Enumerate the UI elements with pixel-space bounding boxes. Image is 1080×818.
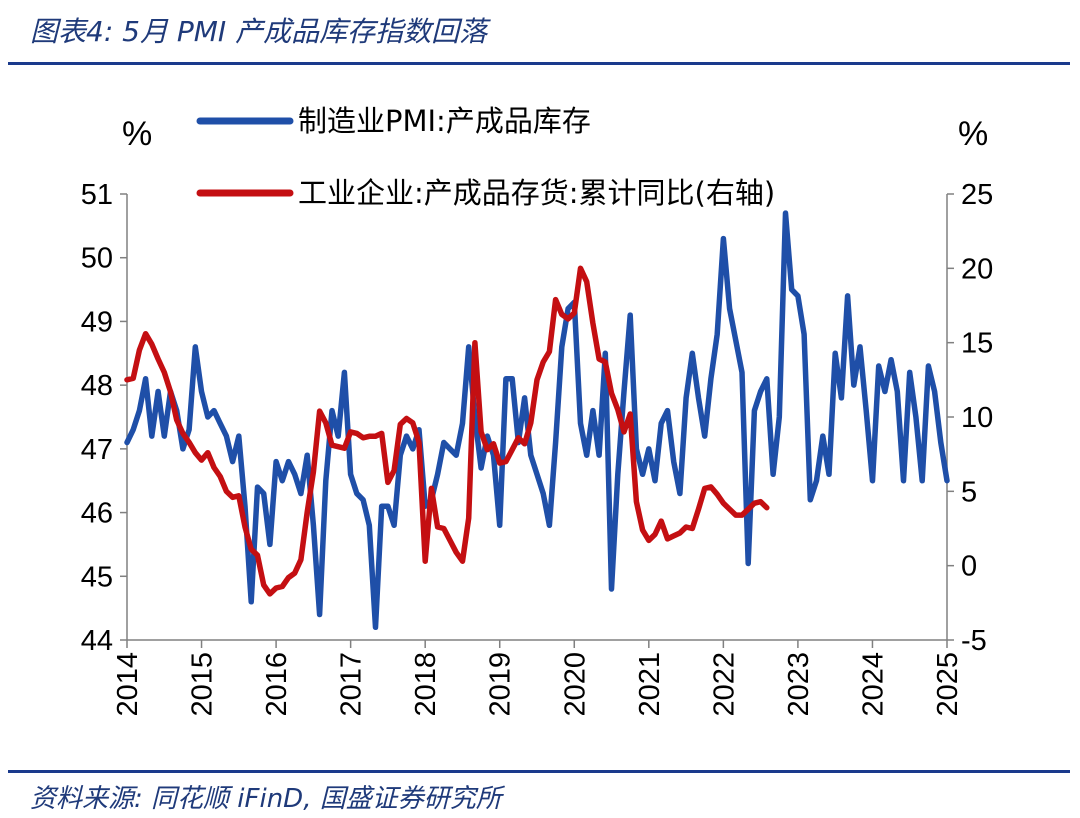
left-tick-label: 49	[81, 306, 113, 338]
source-note: 资料来源: 同花顺 iFinD, 国盛证券研究所	[30, 784, 502, 814]
x-tick-label: 2018	[410, 652, 442, 717]
x-tick-label: 2017	[336, 652, 368, 717]
left-tick-label: 51	[81, 179, 113, 211]
x-tick-label: 2021	[634, 652, 666, 717]
right-tick-label: 15	[961, 328, 993, 360]
x-tick-label: 2025	[932, 652, 964, 717]
right-tick-label: 5	[961, 476, 977, 508]
right-tick-label: 10	[961, 402, 993, 434]
x-tick-label: 2020	[559, 652, 591, 717]
x-tick-label: 2015	[187, 652, 219, 717]
x-tick-label: 2016	[261, 652, 293, 717]
x-tick-label: 2014	[112, 652, 144, 717]
left-tick-label: 50	[81, 243, 113, 275]
left-tick-label: 47	[81, 434, 113, 466]
left-axis-unit: %	[122, 115, 152, 153]
series-layer	[124, 210, 950, 631]
right-tick-label: 25	[961, 179, 993, 211]
x-tick-label: 2023	[783, 652, 815, 717]
bottom-rule	[8, 770, 1070, 773]
x-tick-label: 2022	[708, 652, 740, 717]
x-tick-label: 2019	[485, 652, 517, 717]
left-tick-label: 46	[81, 498, 113, 530]
series-line-inventory	[124, 265, 770, 597]
right-axis-unit: %	[958, 115, 988, 153]
left-tick-label: 44	[81, 625, 113, 657]
series-line-pmi	[124, 210, 950, 631]
right-tick-label: 0	[961, 551, 977, 583]
legend: 制造业PMI:产成品库存 工业企业:产成品存货:累计同比(右轴)	[196, 104, 775, 210]
x-tick-label: 2024	[857, 652, 889, 717]
left-tick-label: 48	[81, 370, 113, 402]
figure-title: 图表4: 5月 PMI 产成品库存指数回落	[30, 15, 488, 48]
top-rule	[8, 62, 1070, 65]
left-tick-label: 45	[81, 561, 113, 593]
legend-label-pmi: 制造业PMI:产成品库存	[298, 104, 591, 138]
right-tick-label: -5	[961, 625, 987, 657]
right-tick-label: 20	[961, 253, 993, 285]
legend-label-inventory: 工业企业:产成品存货:累计同比(右轴)	[298, 176, 775, 210]
